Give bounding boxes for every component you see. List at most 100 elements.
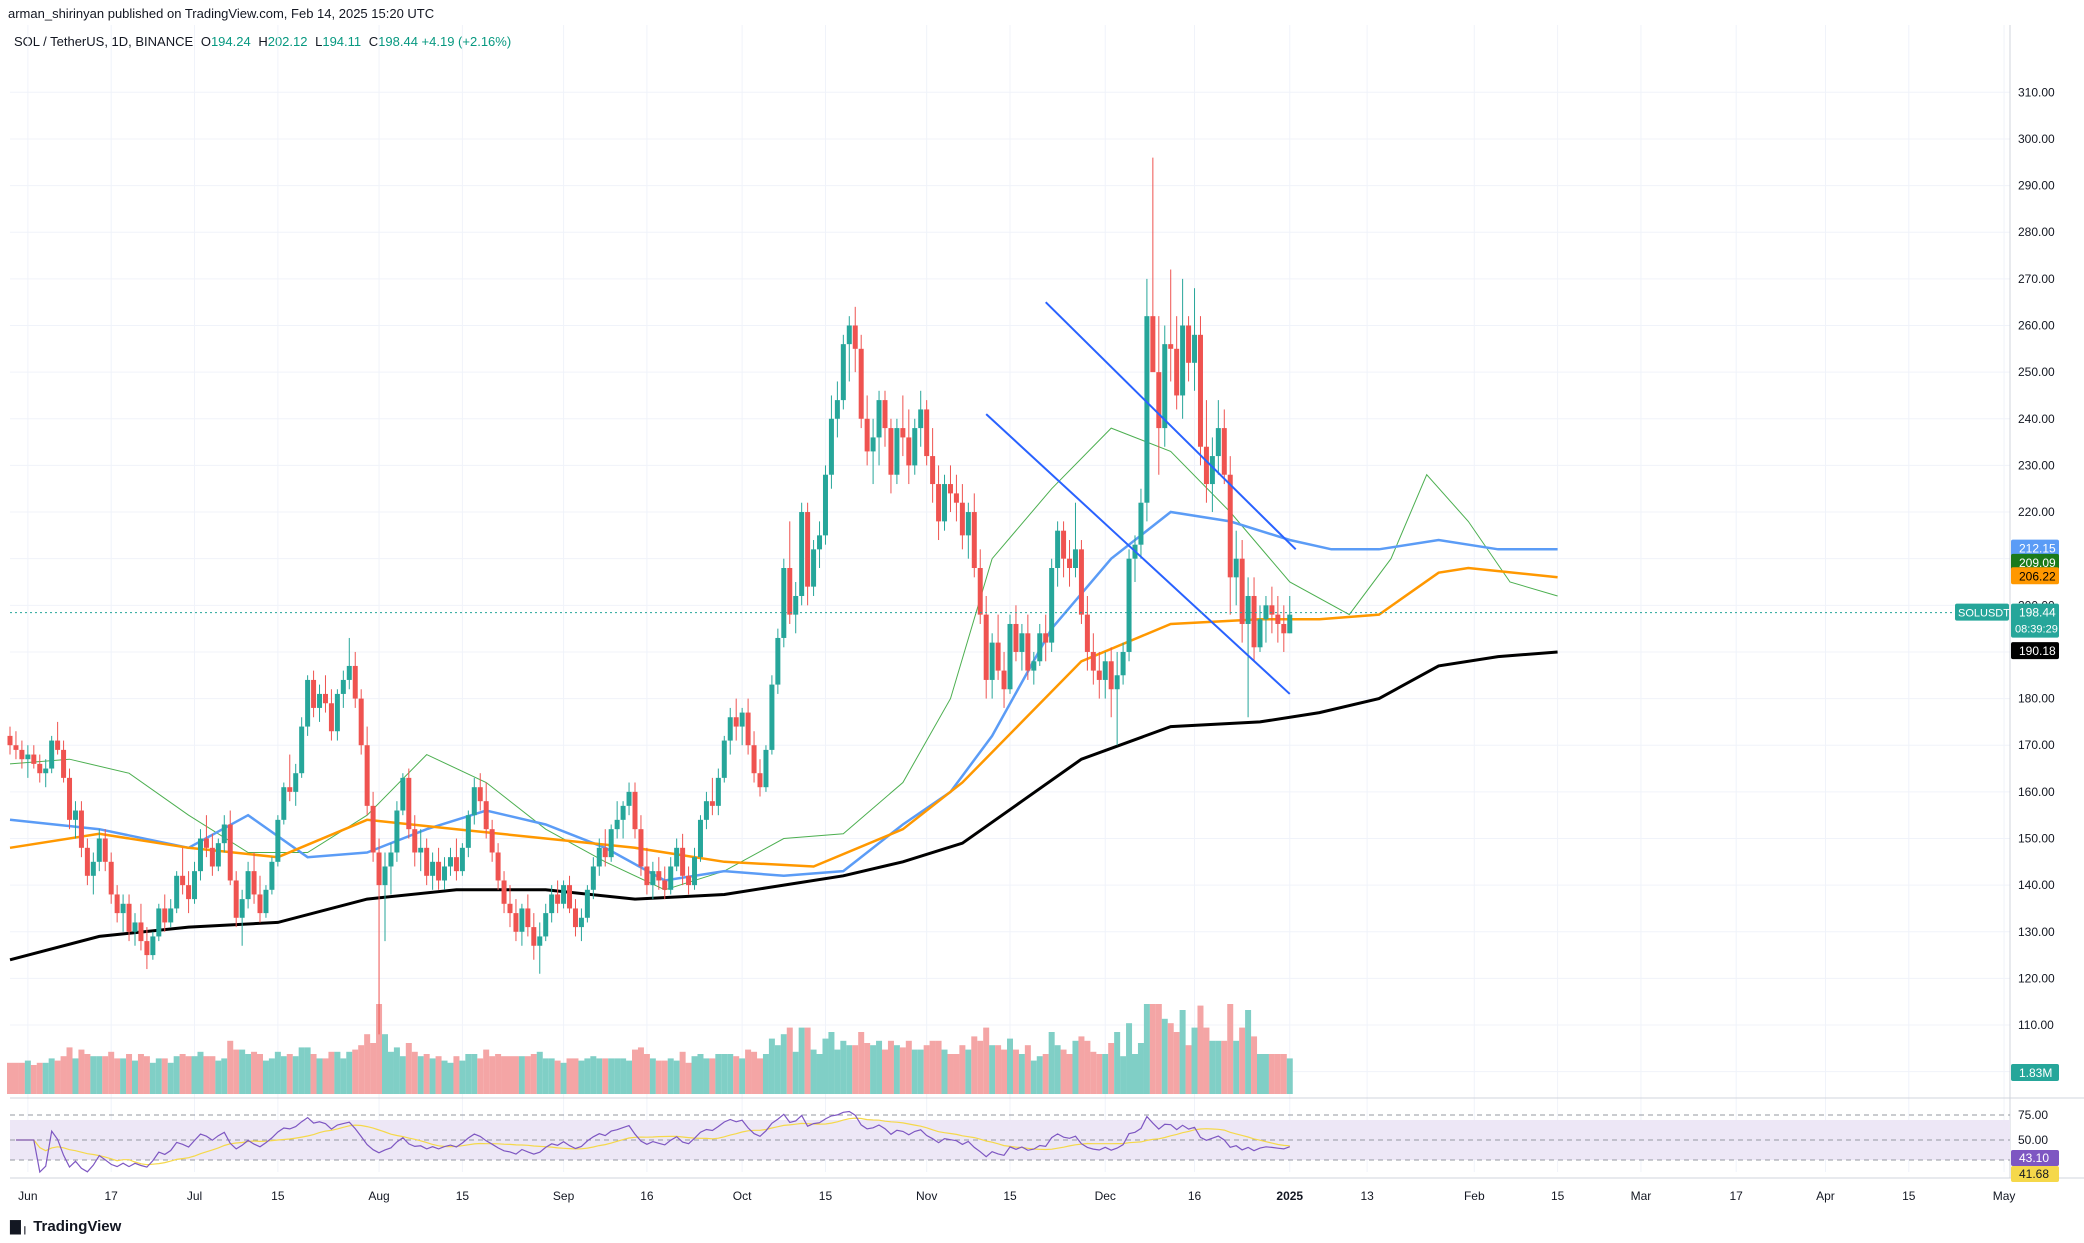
volume-bar xyxy=(1126,1023,1133,1094)
volume-bar xyxy=(227,1040,234,1094)
volume-bar xyxy=(679,1051,686,1094)
candle-body xyxy=(209,847,215,867)
volume-bar xyxy=(1197,1005,1204,1094)
volume-bar xyxy=(42,1062,49,1094)
rsi-ma-badge xyxy=(2011,1166,2059,1182)
candle-body xyxy=(620,805,626,820)
volume-bar xyxy=(173,1056,180,1094)
volume-bar xyxy=(489,1056,496,1094)
volume-bar xyxy=(1114,1032,1121,1094)
rsi-ma-text: 41.68 xyxy=(2019,1167,2049,1181)
volume-bar xyxy=(1262,1054,1269,1094)
volume-bar xyxy=(441,1060,448,1094)
candle-body xyxy=(739,712,745,727)
candle-body xyxy=(555,894,561,904)
candle-body xyxy=(281,787,287,820)
candle-body xyxy=(638,829,644,867)
y-tick-label: 270.00 xyxy=(2018,272,2055,286)
volume-bar xyxy=(834,1049,841,1094)
rsi-value-text: 43.10 xyxy=(2019,1151,2049,1165)
moving-average-line xyxy=(9,650,1558,962)
volume-bar xyxy=(632,1049,638,1094)
open-label: O xyxy=(200,34,211,49)
y-tick-label: 140.00 xyxy=(2018,878,2055,892)
volume-bar xyxy=(870,1045,877,1094)
volume-bar xyxy=(727,1054,734,1094)
candle-body xyxy=(299,726,305,774)
candle-body xyxy=(1025,633,1031,671)
candle-body xyxy=(775,637,781,685)
candle-body xyxy=(1096,670,1102,680)
candle-body xyxy=(1067,558,1073,569)
volume-bar xyxy=(643,1054,650,1094)
volume-bar xyxy=(637,1047,644,1094)
volume-bar xyxy=(840,1040,847,1094)
x-tick-label: 15 xyxy=(271,1189,285,1203)
price-axis-badge xyxy=(2011,567,2059,585)
volume-bar xyxy=(1203,1027,1210,1094)
volume-bar xyxy=(715,1054,722,1094)
candle-body xyxy=(989,642,995,680)
candle-body xyxy=(269,861,275,890)
volume-bar xyxy=(757,1058,763,1094)
candle-body xyxy=(49,740,55,769)
candle-body xyxy=(1114,675,1120,690)
candle-body xyxy=(745,712,751,746)
volume-bar xyxy=(691,1056,698,1094)
open-value: 194.24 xyxy=(210,34,251,49)
tradingview-logo: ▇╷ TradingView xyxy=(10,1218,121,1235)
candle-body xyxy=(1007,623,1013,690)
candle-body xyxy=(834,400,840,419)
candle-body xyxy=(465,815,471,848)
volume-bar xyxy=(185,1056,192,1094)
candle-body xyxy=(953,493,959,503)
volume-bar xyxy=(155,1058,162,1094)
candle-body xyxy=(1037,633,1043,662)
publish-note: arman_shirinyan published on TradingView… xyxy=(8,6,435,21)
candle-body xyxy=(400,777,406,811)
candle-body xyxy=(203,838,209,848)
volume-bar xyxy=(673,1060,680,1094)
candle-body xyxy=(549,894,555,914)
candle-body xyxy=(721,740,727,778)
volume-bar xyxy=(310,1054,317,1094)
volume-bar xyxy=(1233,1040,1240,1094)
y-tick-label: 250.00 xyxy=(2018,365,2055,379)
volume-bar xyxy=(1120,1056,1127,1094)
candle-body xyxy=(293,773,299,792)
volume-bar xyxy=(971,1036,978,1094)
volume-bar xyxy=(905,1040,912,1094)
x-tick-label: Oct xyxy=(733,1189,752,1203)
candle-body xyxy=(25,754,31,760)
volume-bar xyxy=(1149,1004,1156,1094)
candle-body xyxy=(709,801,715,806)
candle-body xyxy=(781,568,787,638)
volume-bar xyxy=(590,1056,597,1094)
volume-bar xyxy=(257,1054,263,1094)
x-tick-label: 16 xyxy=(640,1189,654,1203)
volume-bar xyxy=(512,1056,519,1094)
candle-body xyxy=(1019,633,1025,652)
candle-body xyxy=(715,777,721,806)
candle-body xyxy=(1251,595,1257,648)
y-tick-label: 300.00 xyxy=(2018,132,2055,146)
candle-body xyxy=(501,880,507,904)
volume-bar xyxy=(1048,1032,1055,1094)
candle-body xyxy=(799,512,805,596)
candle-body xyxy=(447,857,453,867)
volume-bar xyxy=(477,1058,484,1094)
candle-body xyxy=(394,810,400,853)
volume-bar xyxy=(209,1056,216,1094)
countdown-text: 08:39:29 xyxy=(2015,624,2058,636)
volume-bar xyxy=(1215,1040,1222,1094)
candle-body xyxy=(150,936,156,956)
volume-bar xyxy=(328,1051,335,1094)
candle-body xyxy=(483,801,489,830)
candle-body xyxy=(668,866,674,890)
volume-bar xyxy=(120,1058,127,1094)
x-tick-label: Apr xyxy=(1816,1189,1835,1203)
volume-bar xyxy=(548,1058,555,1094)
candle-body xyxy=(1049,568,1055,643)
volume-bar xyxy=(459,1060,466,1094)
